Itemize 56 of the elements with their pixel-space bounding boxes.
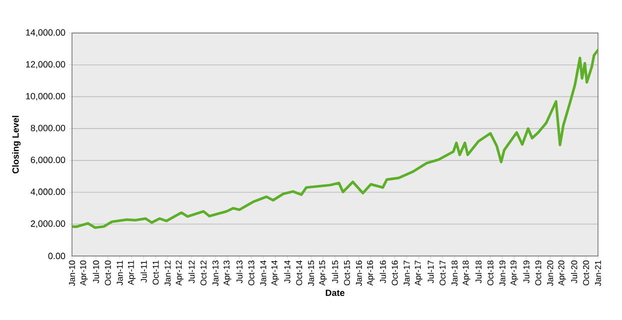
x-axis-title: Date [326, 290, 344, 296]
x-tick-label: Jul-12 [188, 260, 195, 284]
x-tick-label: Oct-20 [583, 260, 590, 286]
x-tick-label: Apr-18 [462, 260, 470, 286]
x-tick-label: Jan-16 [356, 260, 362, 286]
x-tick-label: Oct-12 [200, 260, 207, 286]
y-tick-label: 12,000.00 [26, 61, 66, 69]
x-tick-label: Apr-13 [224, 260, 232, 286]
x-tick-label: Jan-21 [594, 260, 601, 286]
x-tick-label: Jan-15 [308, 260, 314, 286]
x-tick-label: Apr-20 [558, 260, 566, 286]
x-tick-label: Oct-14 [296, 260, 302, 286]
x-tick-label: Jan-11 [116, 260, 123, 286]
x-tick-label: Jan-10 [69, 260, 76, 286]
x-tick-label: Oct-19 [535, 260, 542, 286]
x-tick-label: Jan-17 [404, 260, 410, 286]
line-series [72, 48, 598, 229]
x-tick-label: Jul-19 [523, 260, 530, 284]
x-tick-label: Jul-20 [570, 260, 578, 284]
x-tick-label: Jul-16 [380, 260, 386, 284]
y-tick-label: 6,000.00 [30, 156, 66, 164]
x-tick-label: Apr-15 [319, 260, 327, 286]
x-tick-label: Oct-18 [487, 260, 494, 286]
x-tick-label: Jul-11 [140, 260, 147, 283]
y-tick-label: 14,000.00 [26, 29, 66, 37]
x-tick-label: Jan-13 [212, 260, 218, 286]
x-tick-label: Jul-15 [332, 260, 338, 284]
x-tick-label: Jul-17 [428, 260, 434, 284]
x-tick-label: Oct-11 [152, 260, 159, 285]
x-tick-label: Jul-14 [284, 260, 290, 284]
y-tick-label: 4,000.00 [30, 188, 66, 196]
x-tick-label: Jul-13 [236, 260, 242, 284]
x-tick-label: Jan-14 [260, 260, 266, 286]
x-tick-label: Jan-18 [452, 260, 458, 286]
y-tick-label: 2,000.00 [30, 220, 66, 228]
x-tick-label: Jan-20 [547, 260, 554, 286]
x-tick-label: Jan-19 [499, 260, 506, 286]
y-tick-label: 10,000.00 [26, 92, 66, 100]
y-axis-title: Closing Level [12, 116, 21, 174]
x-tick-label: Jan-12 [164, 260, 171, 286]
x-tick-label: Jul-18 [475, 260, 482, 284]
x-tick-label: Oct-13 [248, 260, 254, 286]
x-tick-label: Apr-17 [414, 260, 422, 286]
x-tick-label: Apr-19 [510, 260, 518, 286]
y-tick-label: 0.00 [48, 252, 66, 260]
x-tick-label: Oct-17 [440, 260, 446, 286]
x-tick-label: Apr-11 [128, 260, 136, 286]
x-tick-label: Apr-12 [176, 260, 184, 286]
x-tick-label: Apr-14 [271, 260, 280, 286]
x-tick-label: Apr-10 [80, 260, 88, 286]
x-tick-label: Oct-15 [344, 260, 350, 286]
x-tick-label: Apr-16 [367, 260, 375, 286]
x-tick-label: Jul-10 [92, 260, 100, 284]
x-tick-label: Oct-10 [104, 260, 111, 286]
x-tick-label: Oct-16 [392, 260, 398, 286]
y-tick-label: 8,000.00 [30, 124, 66, 132]
